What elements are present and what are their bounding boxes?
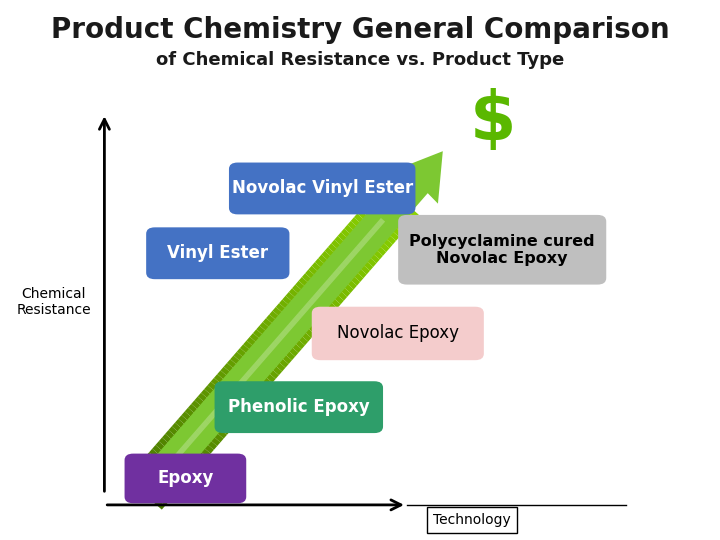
Text: Polycyclamine cured
Novolac Epoxy: Polycyclamine cured Novolac Epoxy	[410, 233, 595, 266]
FancyBboxPatch shape	[229, 163, 415, 214]
FancyBboxPatch shape	[398, 215, 606, 285]
FancyBboxPatch shape	[312, 307, 484, 360]
Text: Technology: Technology	[433, 513, 510, 527]
Text: Novolac Vinyl Ester: Novolac Vinyl Ester	[232, 179, 413, 198]
Text: $: $	[470, 89, 516, 154]
Text: Novolac Epoxy: Novolac Epoxy	[337, 325, 459, 342]
Text: Chemical
Resistance: Chemical Resistance	[17, 287, 91, 318]
Text: Vinyl Ester: Vinyl Ester	[167, 244, 269, 262]
Text: Product Chemistry General Comparison: Product Chemistry General Comparison	[50, 16, 670, 44]
FancyBboxPatch shape	[125, 454, 246, 503]
FancyBboxPatch shape	[427, 507, 517, 533]
FancyBboxPatch shape	[146, 227, 289, 279]
Text: Epoxy: Epoxy	[157, 469, 214, 488]
Text: of Chemical Resistance vs. Product Type: of Chemical Resistance vs. Product Type	[156, 51, 564, 70]
Text: Phenolic Epoxy: Phenolic Epoxy	[228, 398, 369, 416]
FancyBboxPatch shape	[215, 381, 383, 433]
FancyArrow shape	[129, 151, 443, 502]
